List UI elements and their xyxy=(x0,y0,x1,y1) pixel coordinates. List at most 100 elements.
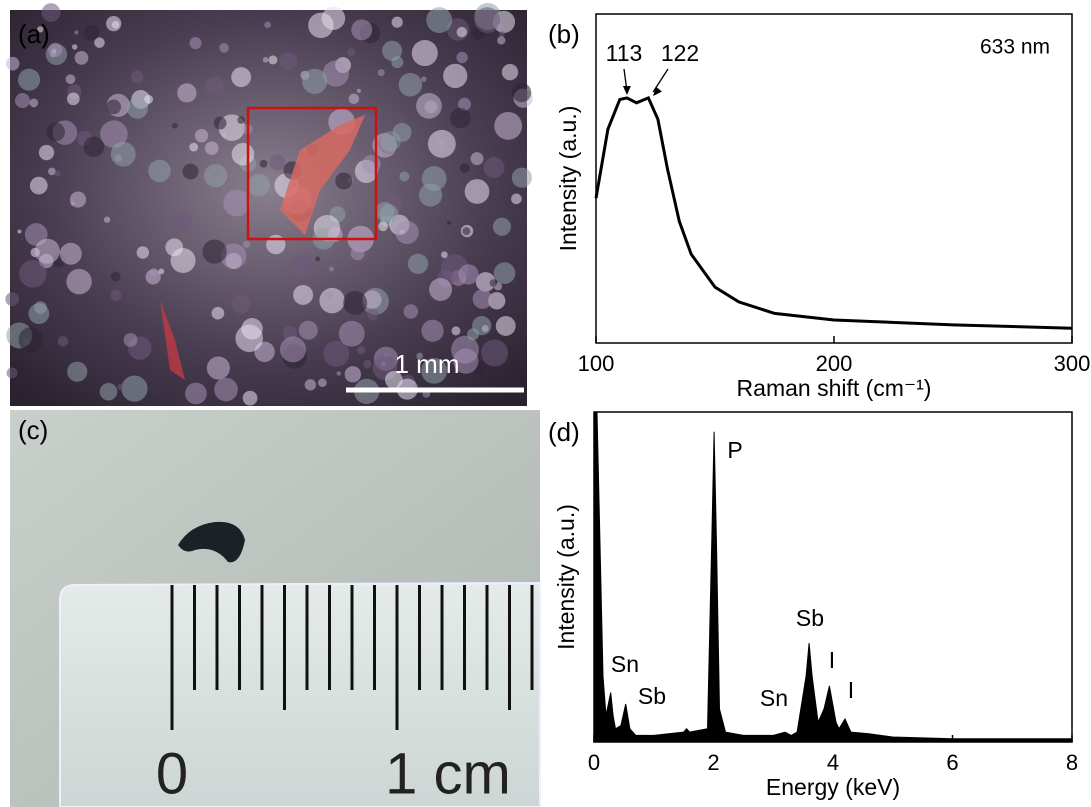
sparkle xyxy=(343,290,368,315)
sparkle xyxy=(202,239,227,264)
ruler-label: 1 cm xyxy=(385,741,511,806)
sparkle xyxy=(462,227,471,236)
x-tick-label: 0 xyxy=(588,750,600,775)
arrow-head xyxy=(653,86,662,97)
sparkle xyxy=(149,268,159,277)
sparkle xyxy=(511,167,532,188)
sparkle xyxy=(66,268,92,295)
sparkle xyxy=(467,328,480,341)
sparkle xyxy=(456,26,468,38)
x-axis-label: Energy (keV) xyxy=(766,774,900,800)
sparkle xyxy=(29,98,39,108)
ruler-label: 0 xyxy=(156,741,188,806)
sparkle xyxy=(351,19,373,41)
sparkle xyxy=(66,92,80,106)
sparkle xyxy=(474,7,501,33)
annotation: I xyxy=(829,647,835,673)
sparkle xyxy=(213,116,227,130)
sparkle xyxy=(41,3,61,23)
sparkle xyxy=(336,371,341,376)
sparkle xyxy=(488,292,506,310)
sparkle xyxy=(210,86,215,91)
annotation: Sn xyxy=(611,651,639,677)
sparkle xyxy=(304,379,317,391)
sparkle xyxy=(318,378,327,388)
sparkle xyxy=(110,141,136,167)
sparkle xyxy=(67,361,88,382)
sparkle xyxy=(511,193,522,205)
sparkle xyxy=(94,37,105,48)
sparkle xyxy=(335,172,353,190)
annotation: Sn xyxy=(760,685,788,711)
x-tick-label: 2 xyxy=(707,750,719,775)
sparkle xyxy=(204,141,219,155)
sparkle xyxy=(69,191,87,208)
sparkle xyxy=(177,83,197,103)
sparkle xyxy=(219,42,229,53)
sparkle xyxy=(382,40,403,61)
sparkle xyxy=(399,171,410,182)
sparkle xyxy=(363,359,372,369)
sparkle xyxy=(470,152,484,166)
panel-label: (b) xyxy=(548,19,580,49)
sparkle xyxy=(126,97,149,119)
sparkle xyxy=(205,76,224,95)
sparkle xyxy=(357,346,366,355)
sparkle xyxy=(421,319,444,342)
sparkle xyxy=(498,31,505,38)
sparkle xyxy=(182,163,199,180)
sparkle xyxy=(14,93,30,109)
sparkle xyxy=(377,69,385,77)
sparkle xyxy=(117,383,124,391)
sparkle xyxy=(18,327,44,352)
sparkle xyxy=(231,142,255,166)
sparkle xyxy=(65,74,76,85)
sparkle xyxy=(242,390,258,406)
sparkle xyxy=(456,51,468,64)
sparkle xyxy=(348,93,360,105)
sparkle xyxy=(74,51,89,65)
x-tick-label: 4 xyxy=(827,750,839,775)
sparkle xyxy=(194,128,209,143)
x-tick-label: 6 xyxy=(946,750,958,775)
sparkle xyxy=(322,60,350,87)
sparkle xyxy=(492,217,511,236)
highlight-box xyxy=(246,106,378,241)
sparkle xyxy=(268,55,278,65)
sparkle xyxy=(280,336,306,363)
sparkle xyxy=(338,320,365,347)
sparkle xyxy=(511,82,532,103)
sparkle xyxy=(264,21,271,29)
sparkle xyxy=(48,42,63,57)
sparkle xyxy=(74,30,79,35)
panel-label: (d) xyxy=(548,417,580,447)
x-tick-label: 100 xyxy=(578,351,615,376)
sparkle xyxy=(57,336,69,347)
sparkle xyxy=(189,142,199,152)
sparkle xyxy=(204,163,228,188)
x-tick-label: 300 xyxy=(1054,351,1091,376)
annotation: P xyxy=(727,437,742,463)
sparkle xyxy=(344,366,362,383)
sparkle xyxy=(315,256,321,262)
sparkle xyxy=(293,284,314,305)
sparkle xyxy=(429,277,453,301)
sparkle xyxy=(497,36,506,45)
sparkle xyxy=(100,120,128,149)
sparkle xyxy=(34,238,60,264)
sparkle xyxy=(59,242,82,265)
sparkle xyxy=(363,290,382,309)
sparkle xyxy=(329,266,334,272)
sparkle xyxy=(391,16,403,28)
sparkle xyxy=(148,159,171,183)
sparkle xyxy=(501,63,519,81)
sparkle xyxy=(411,39,438,67)
sparkle xyxy=(211,306,225,320)
sparkle xyxy=(231,67,252,88)
annotation: Sb xyxy=(638,683,666,709)
sparkle xyxy=(247,173,271,197)
annotation: 122 xyxy=(661,40,699,66)
sparkle xyxy=(451,326,461,336)
sparkle xyxy=(443,63,468,89)
sparkle xyxy=(398,72,423,97)
